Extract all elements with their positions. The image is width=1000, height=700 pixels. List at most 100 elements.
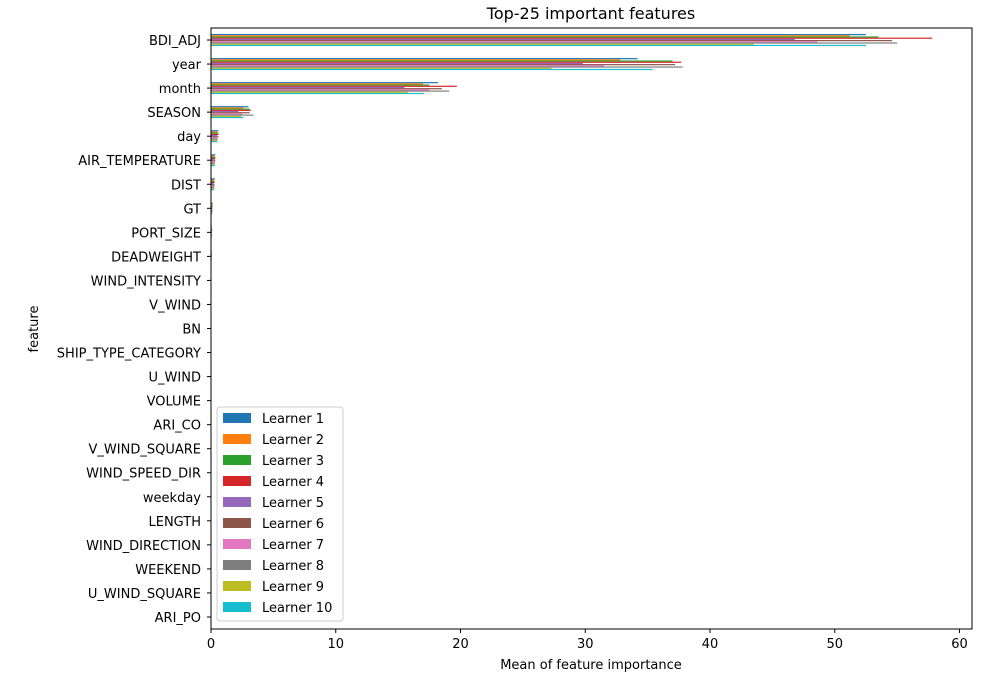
- bar: [211, 112, 250, 114]
- legend-label: Learner 5: [262, 496, 324, 511]
- bar: [211, 207, 213, 209]
- bar: [211, 189, 215, 191]
- y-tick-label: WEEKEND: [135, 563, 201, 578]
- bar: [211, 162, 216, 164]
- bar: [211, 184, 215, 186]
- bar: [211, 205, 213, 208]
- bar: [211, 110, 239, 113]
- y-tick-label: weekday: [143, 491, 201, 506]
- bar: [211, 42, 898, 44]
- x-tick-label: 50: [826, 637, 843, 652]
- bar: [211, 181, 215, 184]
- bar: [211, 136, 219, 138]
- y-axis-label: feature: [27, 306, 42, 353]
- bar: [211, 106, 249, 108]
- x-axis: 0 10 20 30 40 50 60: [207, 629, 968, 652]
- y-tick-label: SHIP_TYPE_CATEGORY: [57, 347, 201, 362]
- y-tick-label: WIND_DIRECTION: [86, 539, 201, 554]
- y-tick-label: V_WIND_SQUARE: [89, 443, 201, 458]
- legend-label: Learner 4: [262, 475, 324, 490]
- bar: [211, 34, 866, 36]
- x-tick-label: 20: [452, 637, 469, 652]
- legend-label: Learner 6: [262, 517, 324, 532]
- y-tick-label: month: [159, 82, 201, 97]
- bar: [211, 202, 213, 204]
- y-tick-label: U_WIND_SQUARE: [88, 587, 201, 602]
- bar: [211, 67, 552, 69]
- bar: [211, 134, 218, 137]
- chart-title: Top-25 important features: [486, 4, 695, 23]
- bar: [211, 140, 218, 143]
- legend-swatch: [223, 497, 251, 507]
- bar: [211, 59, 621, 61]
- y-tick-label: PORT_SIZE: [131, 226, 201, 241]
- bar: [211, 203, 213, 205]
- y-tick-label: LENGTH: [148, 515, 201, 530]
- bar: [211, 159, 215, 161]
- bar: [211, 160, 216, 162]
- bar: [211, 204, 213, 206]
- bar: [211, 210, 213, 212]
- bar: [211, 185, 215, 187]
- bar: [211, 43, 754, 45]
- bar: [211, 109, 251, 111]
- bar: [211, 154, 216, 156]
- bar: [211, 208, 213, 210]
- bar: [211, 115, 241, 117]
- legend-label: Learner 7: [262, 538, 324, 553]
- bar: [211, 114, 254, 116]
- legend-swatch: [223, 602, 251, 612]
- bar: [211, 37, 933, 39]
- y-tick-label: V_WIND: [149, 298, 201, 313]
- legend-items: Learner 1 Learner 2 Learner 3 Learner 4 Lear…: [223, 412, 332, 616]
- bar: [211, 60, 673, 62]
- y-tick-label: DIST: [171, 178, 201, 193]
- x-tick-label: 60: [951, 637, 968, 652]
- bar: [211, 155, 215, 157]
- legend-label: Learner 9: [262, 580, 324, 595]
- bar: [211, 68, 653, 71]
- bar: [211, 186, 215, 188]
- legend-swatch: [223, 518, 251, 528]
- bar: [211, 88, 442, 90]
- bar: [211, 64, 676, 66]
- y-tick-label: DEADWEIGHT: [111, 250, 201, 265]
- y-tick-label: U_WIND: [149, 371, 201, 386]
- bar: [211, 179, 215, 181]
- legend-swatch: [223, 560, 251, 570]
- bar: [211, 61, 682, 63]
- y-tick-label: ARI_CO: [153, 419, 201, 434]
- bar: [211, 165, 215, 167]
- legend-label: Learner 10: [262, 601, 332, 616]
- bar: [211, 113, 243, 115]
- bar: [211, 86, 405, 89]
- bar: [211, 180, 215, 182]
- x-tick-label: 10: [327, 637, 344, 652]
- bar: [211, 84, 430, 86]
- bar: [211, 137, 218, 139]
- bar: [211, 83, 424, 85]
- legend-label: Learner 1: [262, 412, 324, 427]
- bar: [211, 92, 425, 95]
- legend-label: Learner 2: [262, 433, 324, 448]
- legend-swatch: [223, 539, 251, 549]
- bar: [211, 161, 215, 163]
- legend: Learner 1 Learner 2 Learner 3 Learner 4 Lear…: [216, 406, 344, 622]
- bar: [211, 130, 219, 132]
- bar: [211, 183, 214, 185]
- bar: [211, 209, 213, 211]
- bar: [211, 89, 430, 91]
- bar: [211, 36, 879, 38]
- bar: [211, 35, 850, 37]
- legend-label: Learner 3: [262, 454, 324, 469]
- legend-swatch: [223, 476, 251, 486]
- y-tick-label: VOLUME: [147, 395, 201, 410]
- bar: [211, 41, 818, 43]
- bar: [211, 85, 457, 87]
- bar: [211, 107, 244, 109]
- bar: [211, 229, 213, 232]
- bar: [211, 139, 218, 141]
- x-tick-label: 30: [577, 637, 594, 652]
